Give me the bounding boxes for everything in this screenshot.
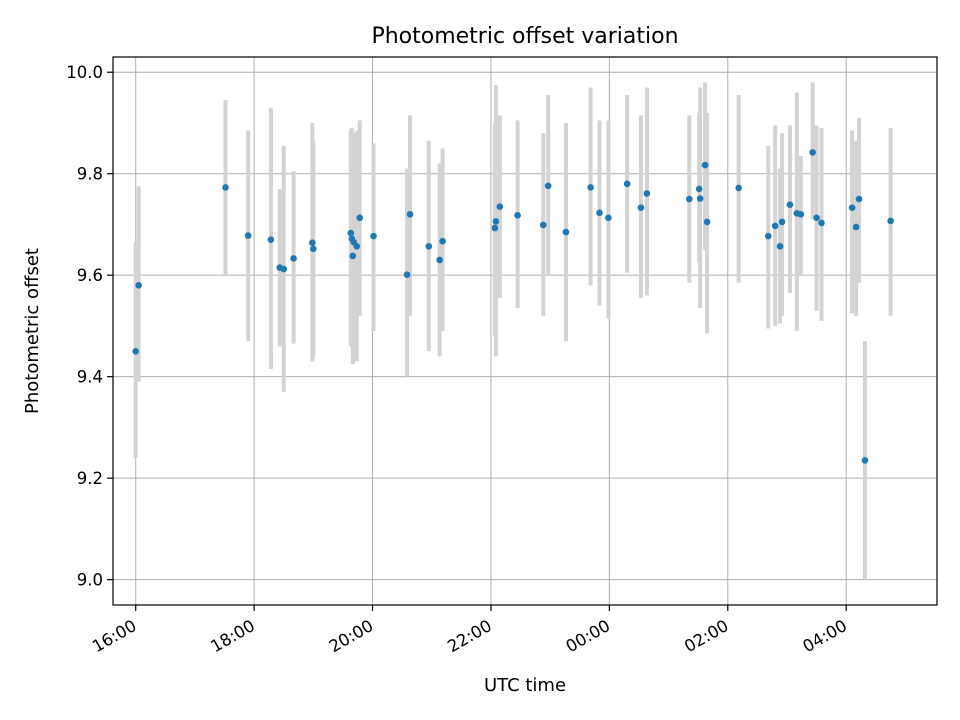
chart-title: Photometric offset variation bbox=[371, 24, 678, 49]
x-ticks: 16:00 18:00 20:00 22:00 00:00 02:00 04:00 bbox=[89, 605, 850, 656]
data-point bbox=[349, 252, 357, 260]
plot-frame bbox=[112, 56, 938, 606]
data-point bbox=[370, 232, 377, 240]
data-point bbox=[425, 242, 433, 250]
data-point bbox=[514, 212, 521, 219]
data-point bbox=[848, 204, 856, 211]
grid bbox=[113, 57, 937, 605]
data-point bbox=[695, 185, 703, 193]
data-point bbox=[786, 201, 794, 208]
data-point bbox=[813, 214, 820, 222]
data-point bbox=[764, 232, 772, 240]
data-point bbox=[280, 265, 288, 273]
data-point bbox=[544, 182, 552, 190]
y-axis-label: Photometric offset bbox=[22, 248, 43, 414]
data-point bbox=[809, 149, 816, 156]
data-point bbox=[496, 203, 504, 210]
y-tick-label: 9.6 bbox=[77, 266, 103, 285]
x-tick-label: 02:00 bbox=[681, 616, 732, 656]
x-tick-label: 04:00 bbox=[800, 616, 851, 656]
data-point bbox=[439, 237, 446, 245]
x-tick-label: 18:00 bbox=[207, 616, 258, 656]
data-point bbox=[643, 190, 651, 197]
data-point bbox=[403, 271, 411, 278]
data-point bbox=[623, 180, 631, 188]
data-point bbox=[703, 218, 711, 226]
data-point bbox=[861, 457, 869, 464]
data-point bbox=[776, 242, 784, 250]
data-point bbox=[353, 242, 361, 250]
error-bars bbox=[133, 82, 893, 580]
data-point bbox=[696, 195, 704, 202]
data-point bbox=[539, 221, 547, 229]
data-point bbox=[310, 245, 317, 253]
data-point bbox=[491, 224, 499, 232]
data-point bbox=[587, 184, 594, 191]
x-axis-label: UTC time bbox=[484, 675, 566, 696]
data-point bbox=[132, 347, 139, 355]
data-point bbox=[267, 236, 275, 243]
y-tick-label: 9.2 bbox=[77, 469, 103, 488]
data-point bbox=[347, 229, 355, 237]
data-point bbox=[596, 209, 603, 217]
data-point bbox=[309, 239, 316, 247]
x-tick-label: 22:00 bbox=[444, 616, 495, 656]
data-point bbox=[222, 184, 229, 191]
data-point bbox=[562, 228, 570, 236]
data-point bbox=[818, 219, 825, 227]
data-point bbox=[356, 214, 364, 222]
y-tick-label: 9.0 bbox=[77, 571, 103, 590]
data-point bbox=[686, 195, 693, 203]
data-point bbox=[852, 223, 860, 231]
data-point bbox=[244, 232, 252, 239]
y-tick-label: 9.8 bbox=[77, 165, 103, 184]
data-point bbox=[855, 195, 863, 203]
y-ticks: 9.0 9.2 9.4 9.6 9.8 10.0 bbox=[66, 63, 113, 590]
data-point bbox=[735, 184, 742, 192]
x-tick-label: 20:00 bbox=[326, 616, 377, 656]
data-point bbox=[887, 217, 894, 225]
data-point bbox=[778, 218, 786, 226]
data-point bbox=[605, 214, 612, 222]
data-point bbox=[436, 256, 443, 264]
data-points bbox=[132, 149, 894, 464]
y-tick-label: 10.0 bbox=[66, 63, 103, 82]
data-point bbox=[637, 204, 645, 211]
data-point bbox=[701, 161, 709, 169]
x-tick-label: 16:00 bbox=[89, 616, 140, 656]
data-point bbox=[135, 282, 142, 289]
data-point bbox=[771, 222, 779, 230]
data-point bbox=[290, 255, 297, 262]
data-point bbox=[406, 210, 414, 218]
data-point bbox=[797, 210, 805, 218]
y-tick-label: 9.4 bbox=[77, 368, 103, 387]
x-tick-label: 00:00 bbox=[563, 616, 614, 656]
data-point bbox=[492, 218, 500, 225]
